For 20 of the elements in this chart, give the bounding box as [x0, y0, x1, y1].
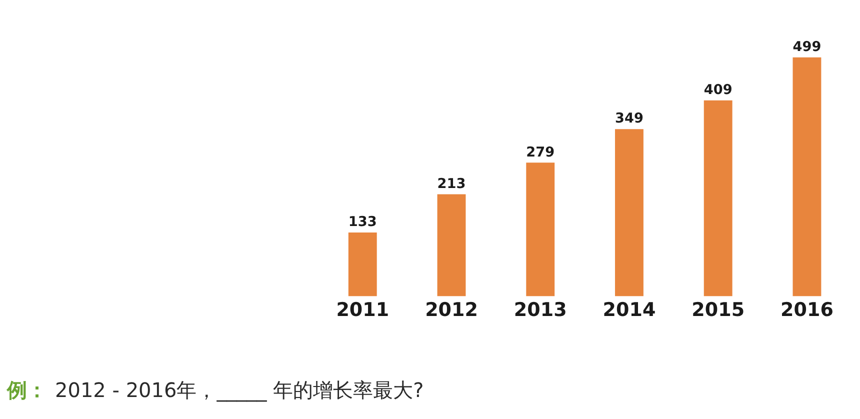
bar	[437, 194, 466, 296]
data-label: 409	[704, 82, 732, 98]
data-label: 133	[348, 214, 377, 230]
bar	[615, 129, 644, 296]
data-label: 349	[615, 110, 644, 127]
data-label: 279	[526, 144, 555, 160]
x-tick-label: 2015	[692, 299, 745, 322]
bar	[348, 232, 377, 296]
text: 例：	[6, 378, 47, 402]
x-tick-label: 2013	[514, 299, 567, 322]
bar	[792, 57, 822, 296]
x-tick-label: 2011	[336, 299, 390, 322]
data-label: 499	[792, 38, 822, 55]
data-label: 213	[437, 176, 466, 192]
x-tick-label: 2012	[425, 299, 478, 322]
bar	[704, 100, 732, 296]
x-tick-label: 2016	[780, 299, 834, 322]
x-tick-label: 2014	[602, 299, 656, 322]
bar	[526, 162, 555, 296]
text: 2012 - 2016年，_____ 年的增长率最大?	[55, 378, 424, 402]
